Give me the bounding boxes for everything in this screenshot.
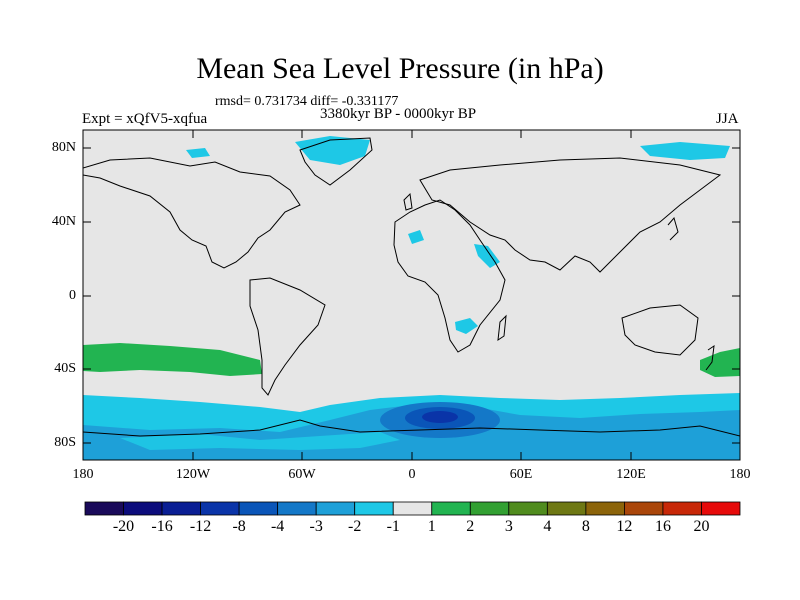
colorbar-box [546,501,587,516]
south-america-coast [249,277,326,396]
colorbar-label: 16 [654,518,671,535]
colorbar-label: -4 [270,518,285,535]
lon-label-60w: 60W [288,467,316,482]
lon-label-180e: 180 [729,467,751,482]
south-indian-positive-anomaly [700,348,740,377]
lat-label-80n: 80N [51,140,76,155]
lat-label-0: 0 [69,288,76,303]
lat-label-40s: 40S [54,361,76,376]
arctic-anomaly [640,142,730,160]
colorbar-label: -2 [348,518,362,535]
axis-ticks [82,130,741,460]
antarctica-coast [83,419,740,437]
north-africa-anomaly [408,230,424,244]
colorbar-box [508,501,548,516]
eurasia-coast [419,157,722,273]
colorbar-box [431,501,471,516]
colorbar-box [469,501,510,516]
colorbar-box [238,501,279,516]
colorbar-box [624,501,664,516]
colorbar-box [392,501,433,516]
season-label: JJA [716,111,739,127]
colorbar-label: -20 [112,518,135,535]
greenland-coast [299,137,373,186]
colorbar-box [161,501,201,516]
rmsd-stats: rmsd= 0.731734 diff= -0.331177 [215,94,399,109]
low-pressure-core-center [422,411,458,423]
colorbar-box [123,501,163,516]
australia-coast [621,304,699,356]
colorbar-label: -1 [386,518,400,535]
lat-label-80s: 80S [54,435,76,450]
southern-africa-anomaly [455,318,478,334]
experiment-label: Expt = xQfV5-xqfua [82,111,208,127]
colorbar-box [662,501,702,516]
colorbar-label: -16 [151,518,173,535]
colorbar-box [701,501,741,516]
japan-coast [667,216,679,241]
madagascar-coast [497,314,507,342]
colorbar-label: 20 [693,518,710,535]
period-label: 3380kyr BP - 0000kyr BP [320,106,477,122]
colorbar-box [315,501,356,516]
colorbar-label: 12 [616,518,633,535]
lon-label-0: 0 [408,467,416,482]
middle-east-anomaly [474,244,500,268]
coastlines [83,137,740,437]
lon-label-180w: 180 [72,467,94,482]
colorbar-label: -12 [189,518,212,535]
colorbar-label: 8 [581,518,590,535]
antarctic-coast-anomaly [120,432,400,450]
lon-label-120w: 120W [175,467,211,482]
colorbar-box [200,501,240,516]
arctic-small-anomaly [186,148,210,158]
colorbar-boxes [84,501,741,516]
colorbar-label: 4 [543,518,552,535]
lon-label-120e: 120E [616,467,646,482]
north-america-coast [83,157,301,269]
colorbar-label: -3 [309,518,323,535]
south-pacific-positive-anomaly [83,343,262,376]
map-title: Mean Sea Level Pressure (in hPa) [196,52,604,85]
colorbar-label: 3 [504,518,513,535]
colorbar-box [84,501,124,516]
uk-coast [403,192,413,211]
colorbar-label: 2 [466,518,475,535]
colorbar-label: 1 [427,518,436,535]
lat-label-40n: 40N [51,214,76,229]
greenland-anomaly [295,136,370,165]
colorbar-box [277,501,317,516]
new-zealand-coast [705,344,715,371]
lon-label-60e: 60E [509,467,533,482]
colorbar-box [585,501,625,516]
colorbar-box [354,501,394,516]
colorbar-label: -8 [232,518,246,535]
